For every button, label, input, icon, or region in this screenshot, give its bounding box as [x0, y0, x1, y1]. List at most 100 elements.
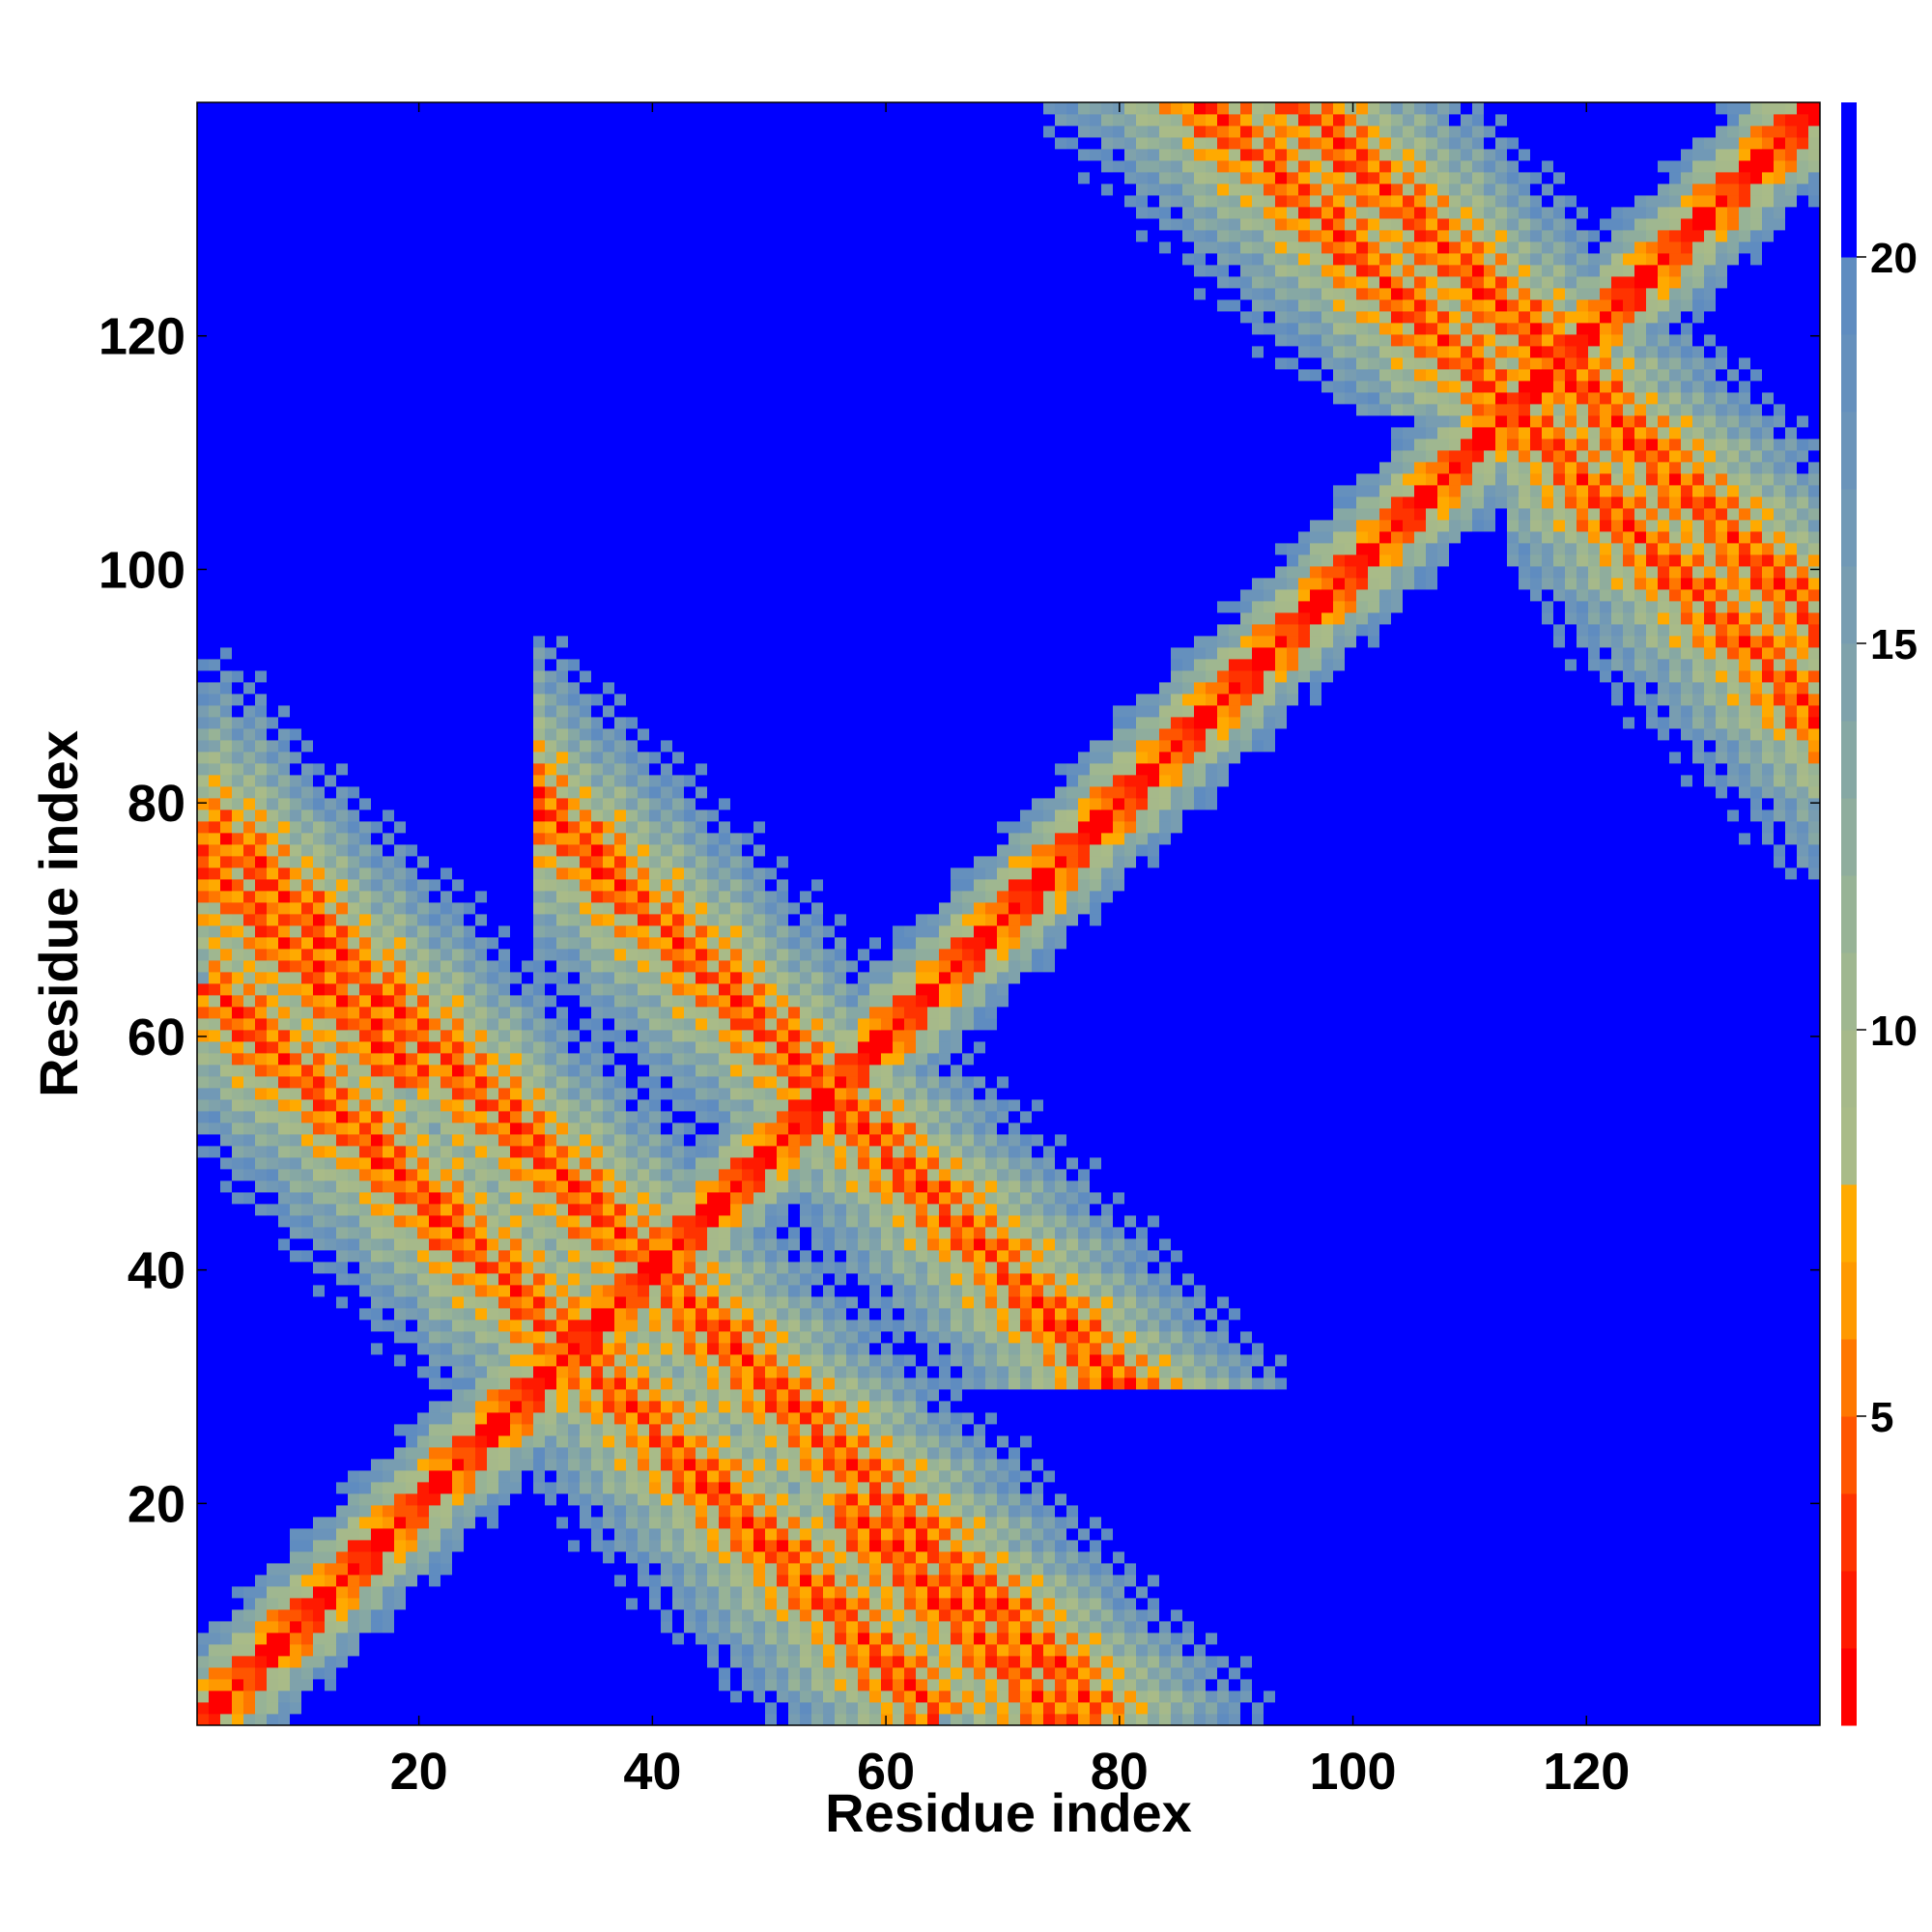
- heatmap-cell: [510, 1656, 523, 1668]
- heatmap-cell: [487, 647, 499, 660]
- heatmap-cell: [278, 1459, 291, 1471]
- heatmap-cell: [545, 242, 557, 254]
- heatmap-cell: [197, 195, 210, 208]
- heatmap-cell: [371, 1180, 384, 1193]
- heatmap-cell: [359, 1122, 372, 1135]
- heatmap-cell: [267, 1459, 279, 1471]
- heatmap-cell: [487, 450, 499, 463]
- heatmap-cell: [464, 381, 476, 393]
- heatmap-cell: [325, 1528, 337, 1541]
- heatmap-cell: [336, 1633, 349, 1645]
- heatmap-cell: [371, 1656, 384, 1668]
- heatmap-cell: [336, 1296, 349, 1309]
- heatmap-cell: [510, 1169, 523, 1181]
- heatmap-cell: [464, 288, 476, 300]
- heatmap-cell: [359, 1238, 372, 1251]
- heatmap-cell: [452, 578, 465, 590]
- heatmap-cell: [278, 1389, 291, 1402]
- heatmap-cell: [290, 1563, 302, 1576]
- heatmap-cell: [533, 415, 546, 428]
- heatmap-cell: [522, 1505, 534, 1518]
- heatmap-cell: [417, 323, 430, 335]
- heatmap-cell: [417, 1285, 430, 1297]
- heatmap-cell: [533, 1714, 546, 1726]
- heatmap-cell: [475, 1204, 488, 1216]
- heatmap-cell: [371, 624, 384, 637]
- heatmap-cell: [522, 1551, 534, 1564]
- heatmap-cell: [255, 682, 268, 695]
- heatmap-cell: [359, 1007, 372, 1019]
- heatmap-cell: [278, 1099, 291, 1112]
- heatmap-cell: [556, 1401, 569, 1413]
- heatmap-cell: [522, 172, 534, 185]
- heatmap-cell: [522, 1690, 534, 1703]
- heatmap-cell: [313, 810, 326, 822]
- heatmap-cell: [220, 381, 233, 393]
- heatmap-cell: [232, 462, 244, 474]
- heatmap-cell: [533, 810, 546, 822]
- heatmap-cell: [290, 810, 302, 822]
- heatmap-cell: [580, 473, 592, 486]
- heatmap-cell: [336, 1505, 349, 1518]
- heatmap-cell: [209, 1320, 221, 1332]
- heatmap-cell: [220, 1366, 233, 1378]
- heatmap-cell: [533, 392, 546, 405]
- heatmap-cell: [464, 1493, 476, 1506]
- heatmap-cell: [487, 508, 499, 521]
- heatmap-cell: [406, 566, 418, 579]
- heatmap-cell: [278, 485, 291, 497]
- heatmap-cell: [603, 1679, 615, 1691]
- heatmap-cell: [591, 682, 604, 695]
- heatmap-cell: [568, 439, 581, 451]
- heatmap-cell: [522, 369, 534, 382]
- heatmap-cell: [406, 1204, 418, 1216]
- heatmap-cell: [220, 1656, 233, 1668]
- heatmap-cell: [591, 1702, 604, 1715]
- heatmap-cell: [209, 1644, 221, 1657]
- heatmap-cell: [383, 1644, 395, 1657]
- heatmap-cell: [313, 1679, 326, 1691]
- heatmap-cell: [429, 427, 441, 440]
- heatmap-cell: [243, 682, 256, 695]
- heatmap-cell: [313, 473, 326, 486]
- heatmap-cell: [325, 427, 337, 440]
- heatmap-cell: [487, 288, 499, 300]
- heatmap-cell: [591, 102, 604, 115]
- heatmap-cell: [464, 925, 476, 938]
- heatmap-cell: [325, 636, 337, 648]
- heatmap-cell: [452, 705, 465, 718]
- heatmap-cell: [591, 1180, 604, 1193]
- heatmap-cell: [510, 960, 523, 973]
- heatmap-cell: [290, 473, 302, 486]
- heatmap-cell: [336, 867, 349, 880]
- heatmap-cell: [336, 1308, 349, 1321]
- heatmap-cell: [243, 1122, 256, 1135]
- heatmap-cell: [220, 566, 233, 579]
- heatmap-cell: [487, 1644, 499, 1657]
- heatmap-cell: [371, 1238, 384, 1251]
- heatmap-cell: [568, 392, 581, 405]
- heatmap-cell: [487, 914, 499, 926]
- heatmap-cell: [406, 1493, 418, 1506]
- heatmap-cell: [417, 1389, 430, 1402]
- heatmap-cell: [591, 242, 604, 254]
- heatmap-cell: [603, 937, 615, 950]
- heatmap-cell: [522, 867, 534, 880]
- heatmap-cell: [336, 833, 349, 845]
- heatmap-cell: [371, 381, 384, 393]
- heatmap-cell: [313, 207, 326, 219]
- heatmap-cell: [290, 1041, 302, 1054]
- heatmap-cell: [452, 531, 465, 544]
- heatmap-cell: [591, 1528, 604, 1541]
- heatmap-cell: [603, 1598, 615, 1610]
- heatmap-cell: [278, 624, 291, 637]
- heatmap-cell: [301, 1041, 314, 1054]
- heatmap-cell: [417, 1308, 430, 1321]
- heatmap-cell: [371, 1250, 384, 1263]
- heatmap-cell: [313, 1412, 326, 1425]
- heatmap-cell: [533, 601, 546, 613]
- heatmap-cell: [255, 253, 268, 266]
- heatmap-cell: [243, 1435, 256, 1448]
- heatmap-cell: [440, 160, 453, 173]
- heatmap-cell: [417, 543, 430, 555]
